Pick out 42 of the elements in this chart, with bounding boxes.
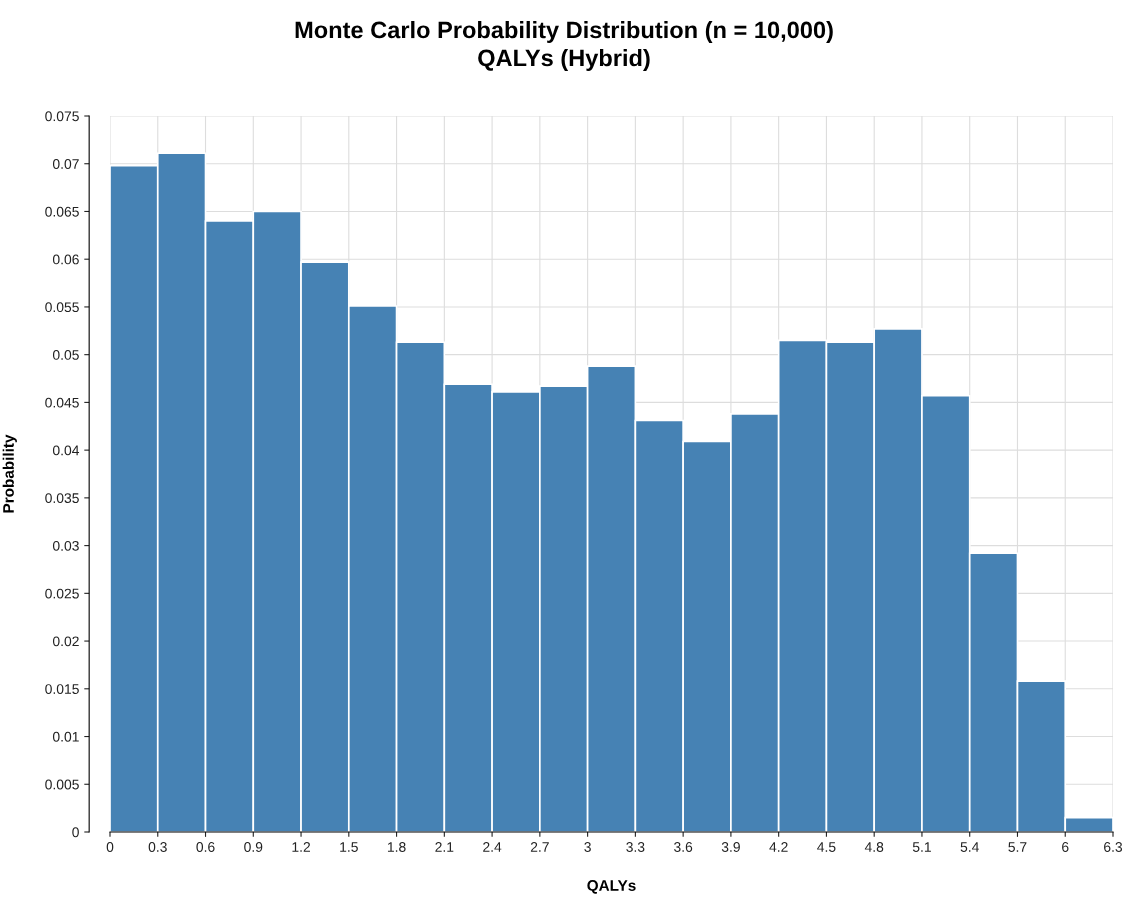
x-tick-label: 4.8: [864, 842, 884, 852]
x-tick-label: 3.6: [674, 842, 693, 852]
x-tick-label: 0.3: [148, 842, 167, 852]
y-tick-label: 0.015: [45, 684, 79, 694]
x-tick-label: 0: [106, 842, 114, 852]
x-axis-title: QALYs: [587, 880, 636, 894]
x-tick-label: 6: [1062, 842, 1069, 852]
x-tick-label: 2.1: [435, 842, 454, 852]
y-tick-label: 0.065: [45, 206, 79, 217]
x-tick-label: 2.7: [530, 842, 549, 852]
x-tick-label: 5.4: [960, 842, 979, 852]
x-tick-label: 1.5: [340, 842, 358, 852]
y-tick-label: 0.06: [52, 254, 79, 265]
y-tick-label: 0.07: [52, 159, 79, 169]
x-tick-label: 3: [584, 842, 591, 852]
chart-subtitle: QALYs (Hybrid): [478, 49, 650, 71]
y-tick-label: 0.025: [45, 588, 79, 599]
chart-title: Monte Carlo Probability Distribution (n = 10,000): [295, 21, 833, 43]
y-tick-label: 0.055: [45, 302, 79, 313]
y-tick-label: 0.03: [52, 540, 79, 551]
y-tick-label: 0.045: [45, 397, 79, 408]
x-tick-label: 1.2: [292, 842, 310, 852]
x-tick-label: 5.1: [912, 842, 931, 852]
x-tick-label: 3.9: [721, 842, 740, 852]
x-tick-label: 0.9: [244, 842, 263, 852]
y-tick-label: 0.02: [52, 636, 79, 647]
x-tick-label: 6.3: [1104, 842, 1123, 852]
y-tick-label: 0.075: [45, 111, 79, 122]
y-tick-label: 0: [72, 827, 79, 838]
x-tick-label: 5.7: [1008, 842, 1027, 852]
y-tick-label: 0.005: [45, 779, 79, 790]
y-axis-title: Probability: [2, 434, 17, 513]
x-tick-label: 1.8: [387, 842, 406, 852]
y-tick-label: 0.035: [45, 493, 79, 504]
x-tick-label: 0.6: [196, 842, 215, 852]
y-tick-label: 0.04: [52, 445, 80, 456]
y-tick-label: 0.01: [52, 731, 79, 742]
x-tick-label: 3.3: [626, 842, 645, 852]
x-tick-label: 2.4: [483, 842, 502, 852]
y-tick-label: 0.05: [52, 350, 79, 360]
x-tick-label: 4.5: [817, 842, 836, 852]
x-tick-label: 4.2: [769, 842, 788, 852]
